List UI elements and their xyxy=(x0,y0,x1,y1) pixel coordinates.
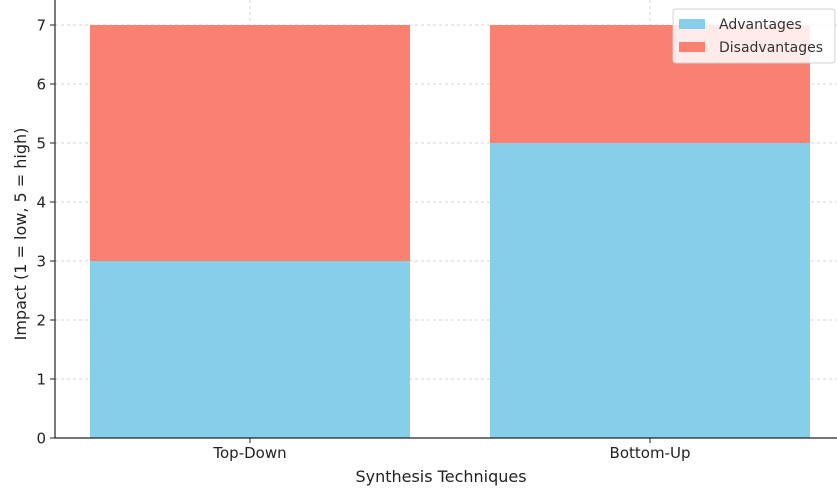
y-tick-label-7: 7 xyxy=(36,17,46,35)
y-tick-label-1: 1 xyxy=(36,371,46,389)
y-axis-ticks: 0 1 2 3 4 5 6 7 xyxy=(36,17,55,448)
y-tick-label-6: 6 xyxy=(36,76,46,94)
legend: Advantages Disadvantages xyxy=(672,8,836,64)
legend-label-advantages: Advantages xyxy=(719,17,802,33)
y-axis-label: Impact (1 = low, 5 = high) xyxy=(11,128,30,341)
y-tick-label-4: 4 xyxy=(36,194,46,212)
y-tick-label-0: 0 xyxy=(36,430,46,448)
x-axis-label: Synthesis Techniques xyxy=(355,467,526,486)
bar-bottom-up-advantages xyxy=(490,143,810,438)
axes xyxy=(54,0,837,439)
y-tick-label-5: 5 xyxy=(36,135,46,153)
legend-box xyxy=(672,8,836,64)
legend-label-disadvantages: Disadvantages xyxy=(719,40,823,56)
bar-top-down-advantages xyxy=(90,261,410,438)
bar-top-down-disadvantages xyxy=(90,25,410,261)
y-tick-label-3: 3 xyxy=(36,253,46,271)
x-tick-label-bottom-up: Bottom-Up xyxy=(610,444,691,462)
bars xyxy=(90,25,810,438)
y-tick-label-2: 2 xyxy=(36,312,46,330)
legend-swatch-disadvantages xyxy=(679,42,705,52)
x-axis-ticks: Top-Down Bottom-Up xyxy=(212,438,690,462)
x-tick-label-top-down: Top-Down xyxy=(212,444,286,462)
legend-swatch-advantages xyxy=(679,19,705,29)
